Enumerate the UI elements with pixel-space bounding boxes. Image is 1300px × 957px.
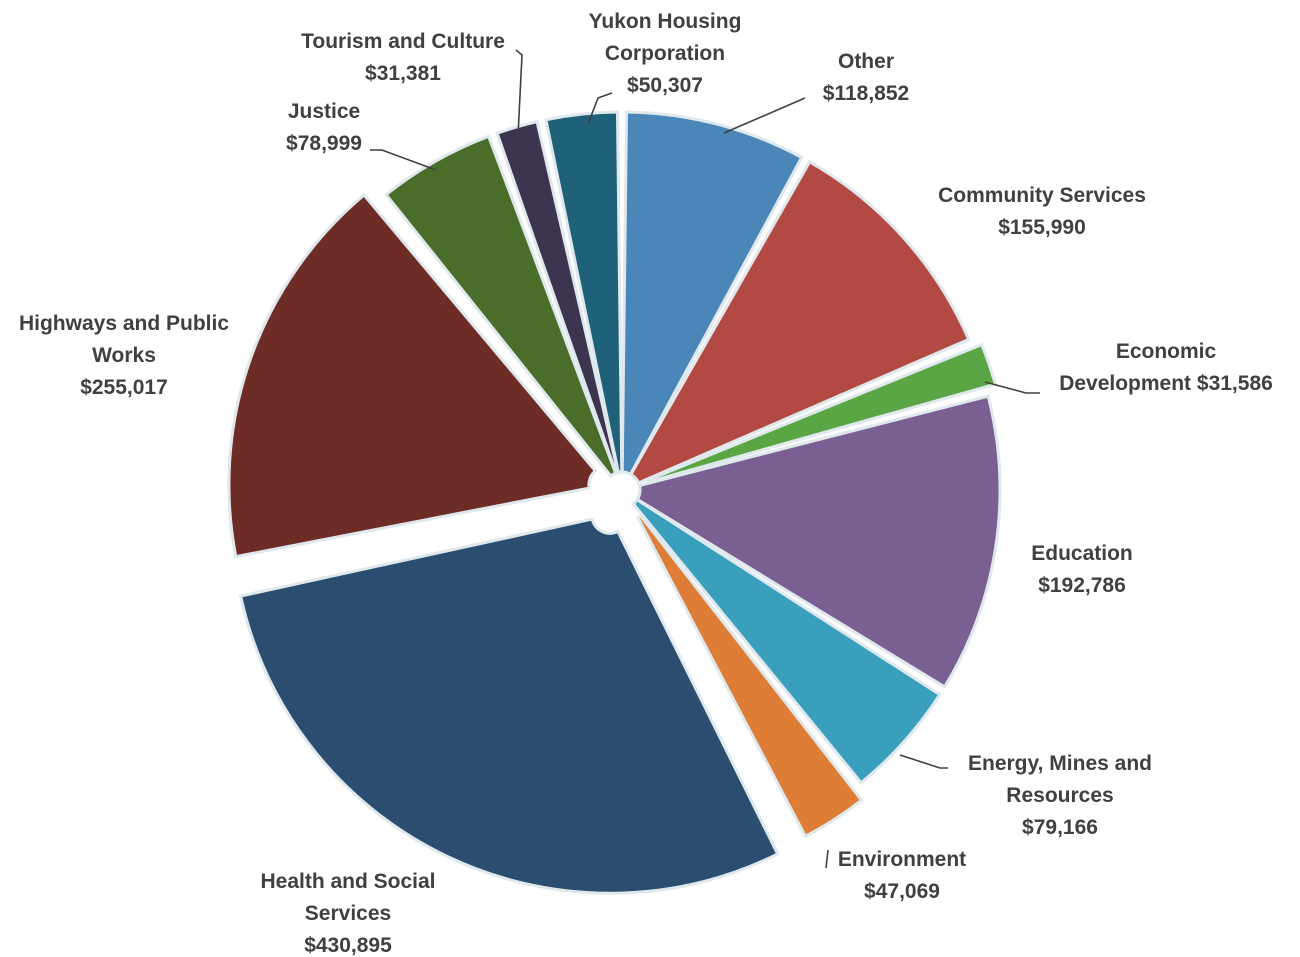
slice-label-education: Education $192,786 [1031,542,1133,597]
slice-label-line: Corporation [605,42,725,65]
pie-slice-tourism-culture [495,119,620,475]
pie-slices [227,110,1002,895]
slice-labels: Other $118,852 Community Services $155,990 E… [19,10,1273,957]
pie-slice-yukon-housing [544,110,624,475]
slice-label-yukon-housing: Yukon Housing Corporation $50,307 [589,10,742,97]
slice-value: $255,017 [80,376,168,399]
pie-slice-other [620,110,804,477]
pie-slice-energy-mines-resources [631,497,942,785]
pie-slice-environment [635,513,864,839]
slice-label-tourism-culture: Tourism and Culture $31,381 [301,30,505,85]
slice-value: $430,895 [304,934,392,957]
leader-line-yukon-housing [587,92,613,125]
slice-label-line: Services [305,902,391,925]
slice-label-highways-public-works: Highways and Public Works $255,017 [19,312,229,399]
slice-value: $155,990 [998,216,1086,239]
leader-line-tourism-culture [515,49,523,137]
slice-label-line: Development [1059,372,1191,395]
slice-label-justice: Justice $78,999 [286,100,362,155]
slice-value: $31,381 [365,62,441,85]
slice-label-line: Tourism and Culture [301,30,505,53]
slice-label-line: Justice [288,100,360,123]
slice-label-line: Education [1031,542,1133,565]
slice-value: $118,852 [823,82,909,105]
slice-label-health-social-services: Health and Social Services $430,895 [260,870,435,957]
slice-label-line: Yukon Housing [589,10,742,33]
slice-label-line: Economic [1116,340,1217,363]
slice-label-line: Works [92,344,156,367]
slice-label-environment: Environment $47,069 [838,848,966,903]
leader-line-energy-mines-resources [899,754,948,769]
leader-line-economic-development [984,381,1040,394]
slice-label-line: Energy, Mines and [968,752,1152,775]
leader-line-environment [825,849,829,869]
pie-slice-education [635,394,1002,689]
pie-slice-community-services [628,159,971,485]
slice-value: $79,166 [1022,816,1098,839]
slice-label-line: Health and Social [260,870,435,893]
slice-label-line: Highways and Public [19,312,229,335]
slice-label-other: Other $118,852 [823,50,909,105]
slice-value: $192,786 [1038,574,1126,597]
slice-label-line: Environment [838,848,966,871]
pie-slice-justice [384,134,618,479]
slice-label-line: Resources [1006,784,1113,807]
pie-slice-highways-public-works [227,192,598,559]
slice-value: $31,586 [1191,372,1273,395]
leader-lines [370,49,1040,869]
slice-label-economic-development: Economic Development $31,586 [1059,340,1273,395]
slice-value: $47,069 [864,880,940,903]
leader-line-justice [370,149,437,171]
leader-line-other [723,97,806,134]
slice-label-energy-mines-resources: Energy, Mines and Resources $79,166 [968,752,1152,839]
pie-slice-health-social-services [238,517,780,895]
slice-value: $50,307 [627,74,703,97]
slice-value: $78,999 [286,132,362,155]
slice-label-community-services: Community Services $155,990 [938,184,1146,239]
slice-label-line: Community Services [938,184,1146,207]
slice-label-line: Other [838,50,894,73]
